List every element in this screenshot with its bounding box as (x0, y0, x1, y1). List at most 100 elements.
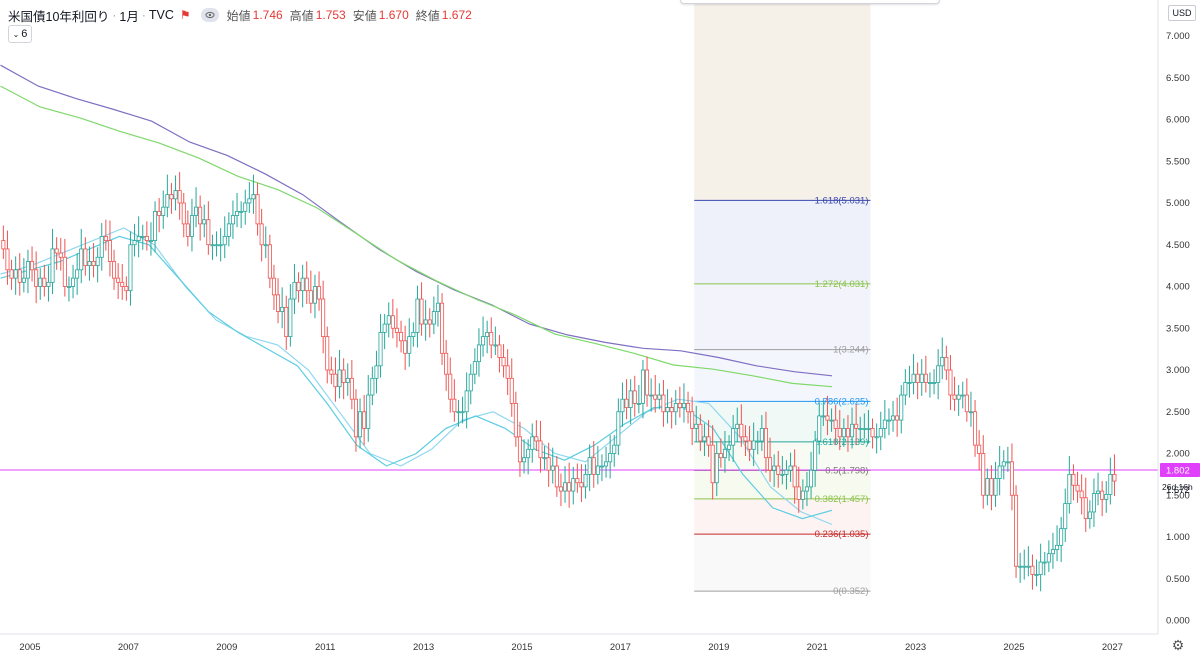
candle-body (189, 215, 194, 237)
candle-body (993, 478, 998, 496)
candle-body (891, 415, 896, 421)
candle-body (964, 394, 969, 413)
candle-body (706, 436, 711, 446)
candle-body (427, 319, 432, 325)
candle-body (390, 315, 395, 329)
candle-body (267, 244, 272, 279)
candle-body (263, 244, 268, 247)
candle-body (448, 373, 453, 400)
candle-body (415, 298, 420, 333)
symbol-name[interactable]: 米国債10年利回り (8, 9, 110, 24)
candle-body (874, 436, 879, 439)
candle-body (198, 206, 203, 225)
candle-body (727, 444, 732, 450)
candle-body (38, 277, 43, 287)
time-tick-label: 2011 (315, 642, 335, 653)
candle-body (464, 390, 469, 413)
open-value: 1.746 (252, 8, 283, 22)
candle-body (817, 415, 822, 442)
candle-body (907, 382, 912, 384)
candle-body (292, 281, 297, 300)
candle-body (276, 294, 281, 312)
candle-body (124, 286, 129, 292)
indicators-toggle-button[interactable]: ⌄ 6 (8, 25, 32, 43)
candle-body (1046, 553, 1051, 563)
currency-button[interactable]: USD (1168, 5, 1196, 21)
candle-body (694, 423, 699, 429)
price-tick-label: 6.000 (1166, 115, 1190, 126)
price-tick-label: 1.500 (1166, 490, 1190, 501)
candle-body (821, 415, 826, 418)
candle-body (87, 261, 92, 267)
low-value: 1.670 (378, 8, 409, 22)
candle-body (107, 240, 112, 262)
candle-body (214, 244, 219, 247)
candle-body (886, 419, 891, 422)
candle-body (870, 428, 875, 438)
candle-body (608, 453, 613, 463)
candle-body (1071, 473, 1076, 486)
candle-body (337, 369, 342, 388)
hline-price-label: 1.802 (1166, 466, 1190, 477)
candle-body (677, 402, 682, 408)
candle-body (120, 281, 125, 287)
candle-body (1018, 565, 1023, 568)
close-value: 1.672 (441, 8, 472, 22)
candle-body (13, 269, 18, 279)
candle-body (636, 402, 641, 405)
candle-body (780, 473, 785, 476)
candle-body (501, 357, 506, 367)
candle-body (989, 478, 994, 496)
candle-body (1104, 494, 1109, 500)
candle-body (95, 256, 100, 267)
candle-body (645, 369, 650, 396)
candle-body (476, 344, 481, 363)
fib-zone-fill (694, 200, 871, 284)
candle-body (534, 436, 539, 442)
candle-body (497, 344, 502, 358)
candle-body (358, 411, 363, 438)
candle-body (895, 415, 900, 421)
candle-body (468, 373, 473, 392)
interval-label[interactable]: 1月 (119, 9, 139, 24)
candle-body (759, 428, 764, 442)
bar-countdown: 26d 16h (1162, 482, 1193, 492)
candle-body (9, 269, 14, 279)
eye-icon[interactable] (200, 8, 219, 22)
price-tick-label: 4.000 (1166, 282, 1190, 293)
candle-body (329, 369, 334, 375)
time-tick-label: 2027 (1102, 642, 1123, 653)
price-tick-label: 2.000 (1166, 449, 1190, 460)
candle-body (399, 332, 404, 342)
candle-body (591, 457, 596, 475)
flag-icon[interactable]: ⚑ (179, 8, 191, 22)
time-tick-label: 2017 (610, 642, 631, 653)
candle-body (103, 235, 108, 241)
candle-body (321, 298, 326, 337)
candle-body (854, 423, 859, 429)
candle-body (768, 457, 773, 471)
ma-long-line (0, 64, 833, 377)
candle-body (850, 423, 855, 438)
candle-body (784, 469, 789, 475)
close-label: 終値 (415, 8, 440, 23)
candle-body (71, 277, 76, 287)
candle-body (1059, 528, 1064, 546)
candle-body (46, 281, 51, 287)
candle-body (83, 248, 88, 267)
candle-body (255, 194, 260, 225)
candle-body (579, 482, 584, 488)
candle-body (1009, 461, 1014, 496)
candle-body (948, 369, 953, 396)
candle-body (312, 286, 317, 304)
candle-body (394, 327, 399, 333)
last-price-label: 1.672 (1166, 485, 1190, 496)
gear-icon[interactable]: ⚙ (1171, 636, 1185, 653)
price-tick-label: 6.500 (1166, 73, 1190, 84)
candle-body (571, 478, 576, 492)
candle-body (956, 394, 961, 400)
candle-body (620, 398, 625, 413)
candle-body (280, 306, 285, 312)
